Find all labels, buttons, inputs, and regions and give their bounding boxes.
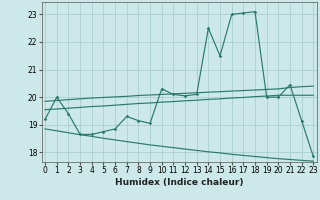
X-axis label: Humidex (Indice chaleur): Humidex (Indice chaleur) bbox=[115, 178, 244, 187]
